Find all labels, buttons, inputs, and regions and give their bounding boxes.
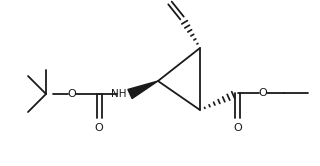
Text: O: O <box>95 123 103 133</box>
Text: O: O <box>234 123 242 133</box>
Text: O: O <box>259 88 268 98</box>
Polygon shape <box>128 81 158 99</box>
Text: O: O <box>68 89 76 99</box>
Text: NH: NH <box>111 89 127 99</box>
